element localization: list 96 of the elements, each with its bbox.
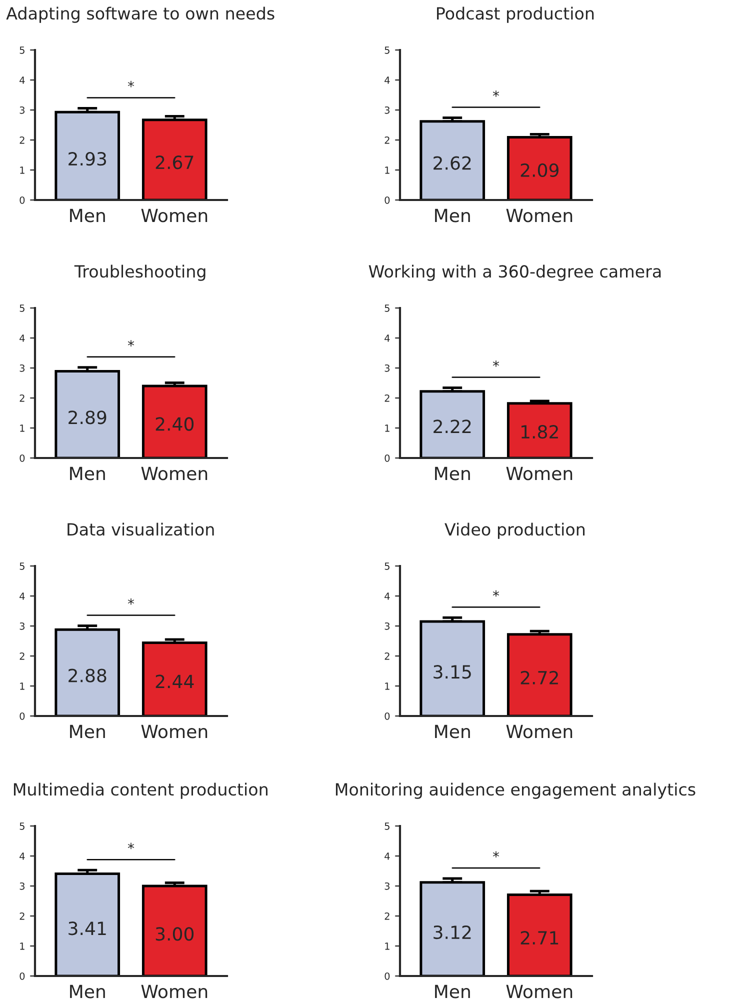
y-tick-label: 5 — [20, 822, 24, 830]
chart-title: Troubleshooting — [74, 264, 206, 281]
y-tick-label: 3 — [20, 622, 24, 630]
data-label: 2.89 — [68, 410, 106, 424]
data-label: 2.40 — [156, 417, 194, 431]
y-tick-label: 4 — [20, 334, 25, 342]
y-tick-label: 3 — [384, 622, 390, 630]
y-tick-label: 0 — [20, 454, 25, 462]
y-tick-label: 0 — [384, 712, 390, 720]
y-tick-label: 1 — [385, 942, 390, 950]
data-label: 3.12 — [434, 925, 471, 940]
x-tick-label: Women — [506, 208, 572, 222]
y-tick-label: 0 — [20, 712, 25, 720]
y-tick-label: 0 — [20, 972, 25, 980]
annotation: * — [492, 90, 500, 97]
y-tick-label: 3 — [20, 364, 24, 372]
data-label: 3.00 — [156, 927, 194, 941]
y-tick-label: 1 — [385, 166, 390, 174]
y-tick-label: 4 — [384, 76, 390, 84]
y-tick-label: 4 — [20, 76, 25, 84]
y-tick-label: 2 — [384, 652, 390, 660]
y-tick-label: 5 — [384, 46, 390, 54]
annotation: * — [492, 360, 500, 367]
y-tick-label: 3 — [384, 882, 390, 890]
y-tick-label: 2 — [384, 136, 390, 144]
x-tick-label: Men — [70, 724, 105, 738]
x-tick-label: Women — [141, 208, 208, 222]
y-tick-label: 5 — [20, 46, 24, 54]
y-tick-label: 2 — [20, 394, 24, 402]
x-tick-label: Women — [141, 984, 208, 998]
annotation: * — [128, 80, 134, 88]
data-label: 2.93 — [68, 152, 106, 166]
y-tick-label: 3 — [20, 882, 24, 890]
annotation: * — [128, 598, 134, 605]
chart-title: Monitoring auidence engagement analytics — [336, 782, 696, 799]
chart-title: Working with a 360-degree camera — [368, 264, 661, 281]
y-tick-label: 0 — [384, 454, 390, 462]
chart-title: Data visualization — [68, 522, 214, 536]
x-tick-label: Women — [141, 724, 208, 738]
x-tick-label: Men — [435, 466, 470, 480]
data-label: 2.88 — [68, 668, 106, 682]
data-label: 2.62 — [434, 156, 471, 170]
data-label: 2.09 — [520, 163, 558, 178]
y-tick-label: 5 — [384, 822, 390, 830]
x-tick-label: Men — [435, 724, 470, 738]
chart-title: Podcast production — [437, 6, 594, 23]
y-tick-label: 1 — [20, 682, 24, 690]
y-tick-label: 5 — [384, 562, 390, 570]
y-tick-label: 4 — [384, 334, 390, 342]
data-label: 2.72 — [520, 670, 558, 684]
x-tick-label: Men — [70, 208, 105, 222]
annotation: * — [492, 851, 500, 858]
y-tick-label: 0 — [384, 196, 390, 204]
y-tick-label: 5 — [20, 304, 24, 312]
y-tick-label: 1 — [20, 166, 24, 174]
y-tick-label: 4 — [20, 592, 25, 600]
y-tick-label: 0 — [20, 196, 25, 204]
x-tick-label: Men — [435, 208, 470, 222]
x-tick-label: Women — [506, 724, 572, 738]
chart-title: Video production — [444, 522, 585, 539]
x-tick-label: Men — [435, 984, 470, 998]
y-tick-label: 3 — [20, 106, 24, 114]
y-tick-label: 2 — [20, 652, 24, 660]
annotation: * — [492, 590, 500, 597]
y-tick-label: 2 — [384, 394, 390, 402]
data-label: 3.15 — [434, 665, 471, 679]
y-tick-label: 1 — [385, 424, 390, 432]
y-tick-label: 1 — [20, 942, 24, 950]
data-label: 2.22 — [434, 420, 471, 434]
y-tick-label: 5 — [384, 304, 390, 312]
chart-title: Adapting software to own needs — [6, 6, 274, 23]
annotation: * — [128, 340, 134, 346]
data-label: 3.41 — [68, 922, 106, 936]
chart-title: Multimedia content production — [14, 782, 268, 799]
y-tick-label: 5 — [20, 562, 24, 570]
y-tick-label: 3 — [384, 364, 390, 372]
y-tick-label: 3 — [384, 106, 390, 114]
x-tick-label: Women — [506, 466, 572, 480]
y-tick-label: 1 — [20, 424, 24, 432]
data-label: 1.82 — [522, 425, 558, 439]
y-tick-label: 4 — [20, 852, 25, 860]
y-tick-label: 2 — [20, 912, 24, 920]
y-tick-label: 1 — [385, 682, 390, 690]
y-tick-label: 0 — [384, 972, 390, 980]
y-tick-label: 4 — [384, 592, 390, 600]
data-label: 2.44 — [156, 674, 194, 688]
annotation: * — [128, 842, 134, 850]
y-tick-label: 4 — [384, 852, 390, 860]
x-tick-label: Men — [70, 466, 105, 480]
y-tick-label: 2 — [384, 912, 390, 920]
data-label: 2.71 — [520, 930, 558, 944]
data-label: 2.67 — [156, 156, 194, 170]
x-tick-label: Men — [70, 984, 105, 998]
x-tick-label: Women — [506, 984, 572, 998]
x-tick-label: Women — [141, 466, 208, 480]
y-tick-label: 2 — [20, 136, 24, 144]
